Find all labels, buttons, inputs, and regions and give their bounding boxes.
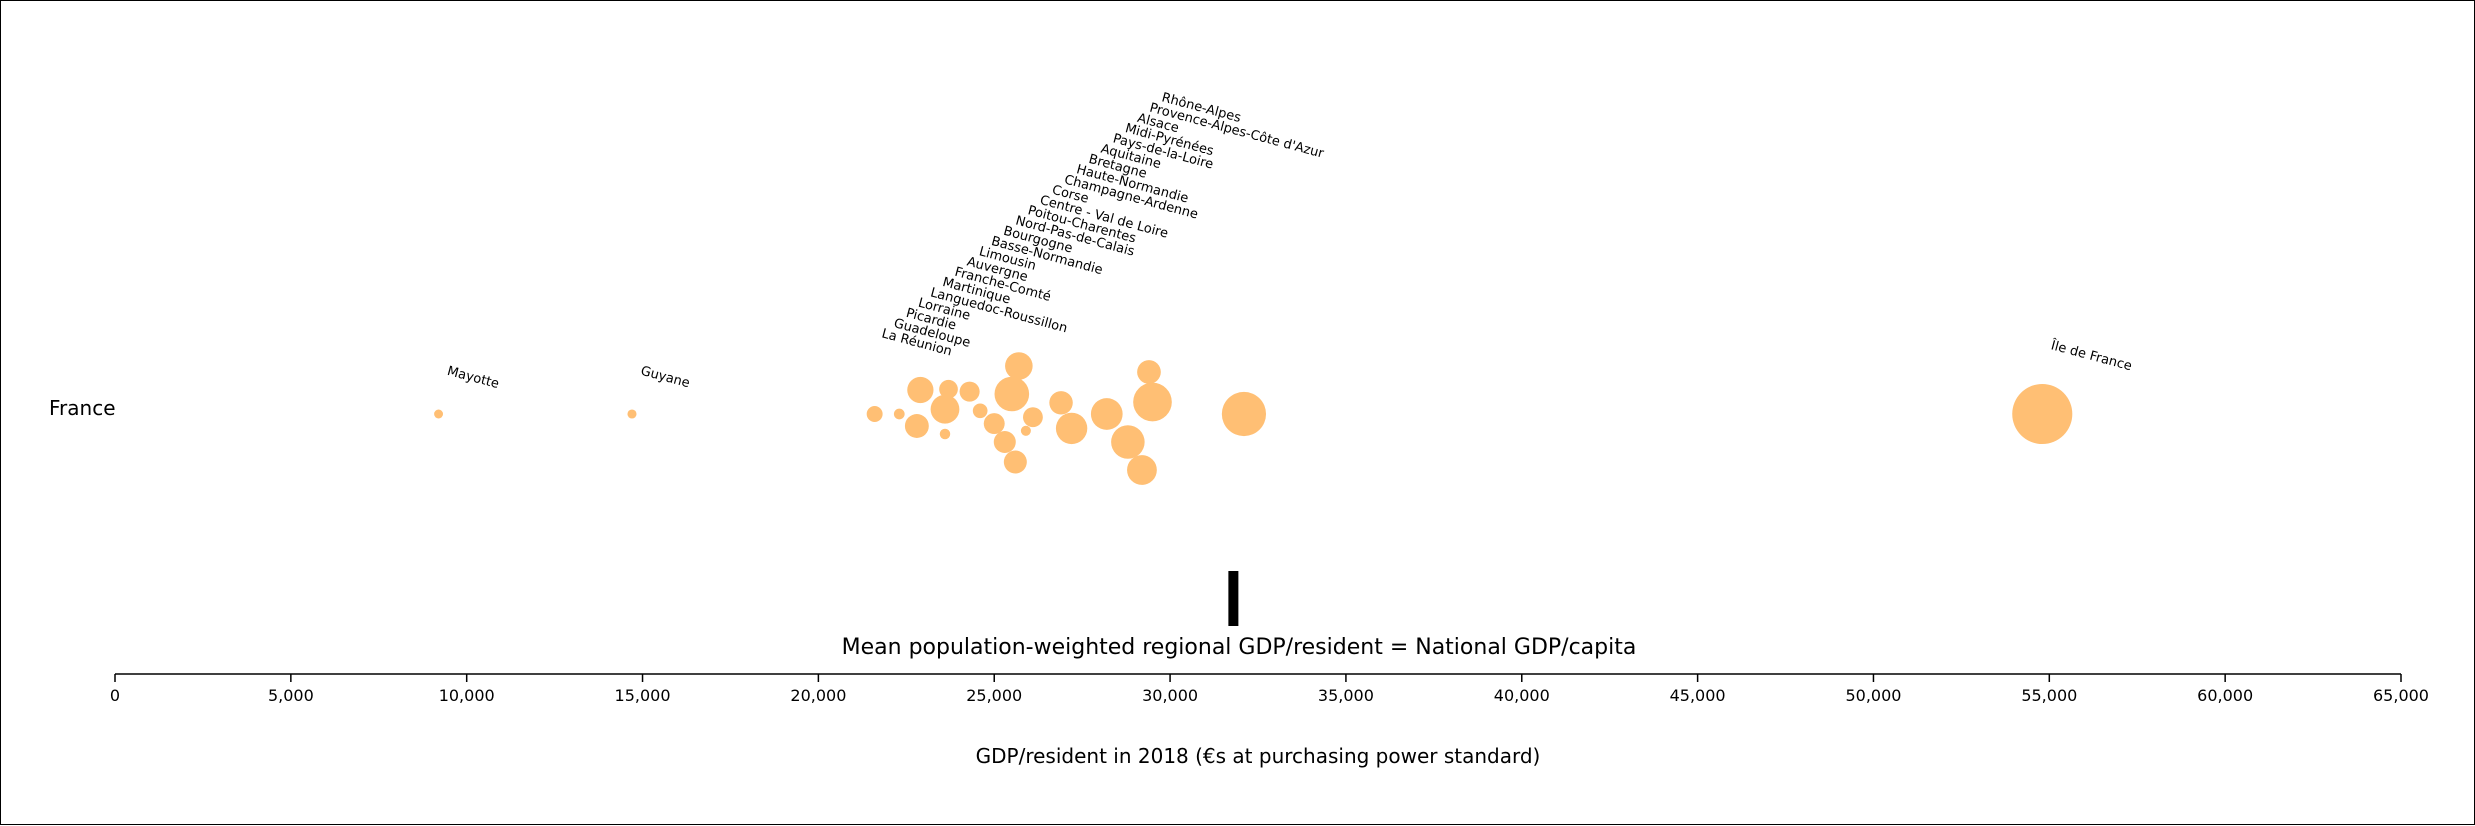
x-tick-label: 60,000 [2197,686,2253,705]
bubble-la-reunion [866,406,883,422]
bubble-picardie [904,414,929,438]
region-label-guyane: Guyane [639,364,691,391]
bubble-aquitaine [1090,398,1123,430]
x-tick-label: 65,000 [2373,686,2429,705]
region-label-ile-de-france: Île de France [2048,337,2133,374]
bubble-centre-val-de-loire [1005,352,1033,380]
bubble-auvergne [959,381,980,402]
bubble-midi-pyrenees [1127,455,1157,485]
region-label-mayotte: Mayotte [446,364,501,392]
bubble-lorraine [907,376,934,404]
national-mean-label: Mean population-weighted regional GDP/re… [842,635,1637,660]
bubble-mayotte [434,409,444,419]
x-tick-label: 55,000 [2021,686,2077,705]
x-tick-label: 15,000 [615,686,671,705]
x-axis-label: GDP/resident in 2018 (€s at purchasing p… [976,744,1541,768]
x-tick-label: 30,000 [1142,686,1198,705]
bubble-basse-normandie [983,413,1005,435]
bubble-bretagne [1055,412,1088,445]
bubble-nord-pas-de-calais [994,376,1030,412]
bubble-guyane [627,409,637,419]
x-tick-label: 5,000 [268,686,314,705]
x-tick-label: 25,000 [966,686,1022,705]
x-tick-label: 35,000 [1318,686,1374,705]
bubble-franche-comte [939,379,958,399]
x-tick-label: 20,000 [790,686,846,705]
x-tick-label: 50,000 [1845,686,1901,705]
bubble-champagne-ardenne [1022,407,1043,428]
x-tick-label: 10,000 [439,686,495,705]
bubble-poitou-charentes [1003,450,1027,474]
bubbles-layer [434,352,2073,485]
bubble-bourgogne [993,430,1016,454]
x-tick-label: 0 [110,686,120,705]
bubble-corse [1020,425,1031,436]
bubble-guadeloupe [893,408,905,420]
bubble-ile-de-france [2012,383,2073,445]
x-tick-label: 45,000 [1670,686,1726,705]
bubble-pays-de-la-loire [1111,425,1145,459]
bubble-languedoc-roussillon [930,394,960,424]
x-tick-label: 40,000 [1494,686,1550,705]
bubble-provence-alpes-cote-d-azur [1133,382,1172,422]
x-axis-ticks: 0 5,000 10,000 15,000 20,000 25,000 30,000 35,0… [110,674,2429,705]
national-mean-marker [1228,571,1239,626]
bubble-haute-normandie [1049,391,1073,415]
bubble-martinique [939,428,951,440]
bubble-limousin [972,403,988,419]
bubble-alsace [1137,360,1161,384]
country-label: France [49,396,116,420]
bubble-rhone-alpes [1221,391,1267,437]
